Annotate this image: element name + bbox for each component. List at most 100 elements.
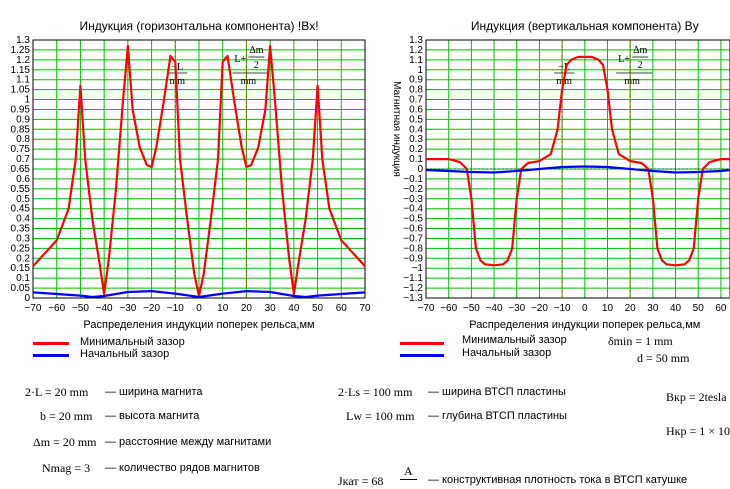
marker-label: L+ [618,54,630,65]
y-tick-label: 1.25 [11,45,31,56]
x-tick-label: 70 [359,303,371,314]
legend-line-initial-gap-left [33,354,69,357]
legend-line-initial-gap-right [400,354,444,357]
param-2L-desc: — ширина магнита [105,386,203,398]
x-tick-label: 0 [196,303,202,314]
y-tick-label: −1.2 [403,283,423,294]
param-lw-desc: — глубина ВТСП пластины [428,410,567,422]
x-tick-label: 0 [582,303,588,314]
x-tick-label: −40 [96,303,113,314]
y-tick-label: −0.9 [403,253,423,264]
x-tick-label: 30 [265,303,277,314]
y-tick-label: 0.05 [11,283,31,294]
x-axis-label: Распределения индукции поперек рельса,мм [83,319,314,331]
x-tick-label: 20 [241,303,253,314]
param-lw: Lw = 100 mm [346,409,415,423]
y-tick-label: −0.1 [403,174,423,185]
x-tick-label: −70 [418,303,435,314]
legend-label-min-gap-left: Минимальный зазор [80,336,185,348]
y-tick-label: 0.95 [11,104,31,115]
y-tick-label: 0.6 [409,104,423,115]
x-tick-label: −70 [25,303,42,314]
y-tick-label: −0.5 [403,214,423,225]
chart-title: Индукция (горизонтальна компонента) !Bx! [79,19,318,33]
x-tick-label: −10 [554,303,571,314]
series-initial-gap [32,290,366,299]
x-tick-label: 10 [602,303,614,314]
y-tick-label: 1 [417,65,423,76]
marker-den: mm [624,76,640,87]
series-initial-gap [425,165,730,174]
y-tick-label: 0.7 [16,154,30,165]
y-tick-label: 1.2 [16,55,30,66]
x-tick-label: −20 [531,303,548,314]
y-tick-label: 0.9 [16,114,30,125]
param-ls: 2·Ls = 100 mm [338,385,413,399]
x-tick-label: −30 [508,303,525,314]
legend-line-min-gap-left [33,342,69,345]
y-tick-label: 0.25 [11,243,31,254]
param-jkat-unit: A [400,464,417,480]
y-tick-label: 0.1 [16,273,30,284]
y-tick-label: 1.05 [11,85,31,96]
x-tick-label: −60 [48,303,65,314]
legend-label-min-gap-right: Минимальный зазор [462,334,567,346]
y-tick-label: 0.45 [11,204,31,215]
y-tick-label: −0.8 [403,243,423,254]
param-d: d = 50 mm [637,351,690,365]
x-tick-label: 60 [336,303,348,314]
x-tick-label: −50 [72,303,89,314]
param-nmag: Nmag = 3 [42,461,91,475]
y-tick-label: −1.1 [403,273,423,284]
param-b-desc: — высота магнита [105,410,200,422]
x-tick-label: −60 [440,303,457,314]
marker-label-frac-num: Δm [633,45,647,56]
legend-label-initial-gap-left: Начальный зазор [80,348,170,360]
y-tick-label: 0.6 [16,174,30,185]
y-tick-label: 0.8 [409,85,423,96]
y-tick-label: 0.9 [409,75,423,86]
marker-den: mm [170,76,186,87]
y-tick-label: 1.15 [11,65,31,76]
param-2L: 2·L = 20 mm [25,385,89,399]
x-tick-label: −30 [119,303,136,314]
param-dm: Δm = 20 mm [33,435,97,449]
y-tick-label: 0.4 [16,214,30,225]
y-tick-label: 0.5 [409,114,423,125]
marker-label: L+ [234,54,246,65]
y-tick-label: −0.7 [403,233,423,244]
marker-label: −L [171,62,183,73]
legend-label-initial-gap-right: Начальный зазор [462,347,552,359]
y-tick-label: 0.2 [409,144,423,155]
x-tick-label: 20 [625,303,637,314]
y-tick-label: 0.85 [11,124,31,135]
y-tick-label: 0.15 [11,263,31,274]
param-bkp: Bкр = 2tesla [666,390,727,404]
y-tick-label: 0.5 [16,194,30,205]
y-tick-label: −1.3 [403,293,423,304]
x-tick-label: 50 [693,303,705,314]
y-tick-label: −0.3 [403,194,423,205]
y-tick-label: 0.65 [11,164,31,175]
param-dm-desc: — расстояние между магнитами [105,436,272,448]
marker-label-frac-den: 2 [638,60,643,71]
y-tick-label: 0.35 [11,224,31,235]
x-axis-label: Распределения индукции поперек рельса,мм [469,319,700,331]
legend-line-min-gap-right [400,342,444,345]
x-tick-label: −20 [143,303,160,314]
param-jkat-desc: — конструктивная плотность тока в ВТСП к… [428,474,688,486]
y-axis-label: Магнитная индукция [391,81,402,177]
y-tick-label: 0.1 [409,154,423,165]
y-tick-label: 0.7 [409,95,423,106]
chart-bx: 00.050.10.150.20.250.30.350.40.450.50.55… [11,19,371,331]
x-tick-label: 50 [312,303,324,314]
param-delta-min: δmin = 1 mm [608,334,673,348]
y-tick-label: −0.2 [403,184,423,195]
y-tick-label: 0.4 [409,124,423,135]
chart-title: Индукция (вертикальная компонента) By [471,19,699,33]
y-tick-label: 0.3 [16,233,30,244]
x-tick-label: 40 [670,303,682,314]
y-tick-label: 0 [24,293,30,304]
series-min-gap [426,55,730,267]
